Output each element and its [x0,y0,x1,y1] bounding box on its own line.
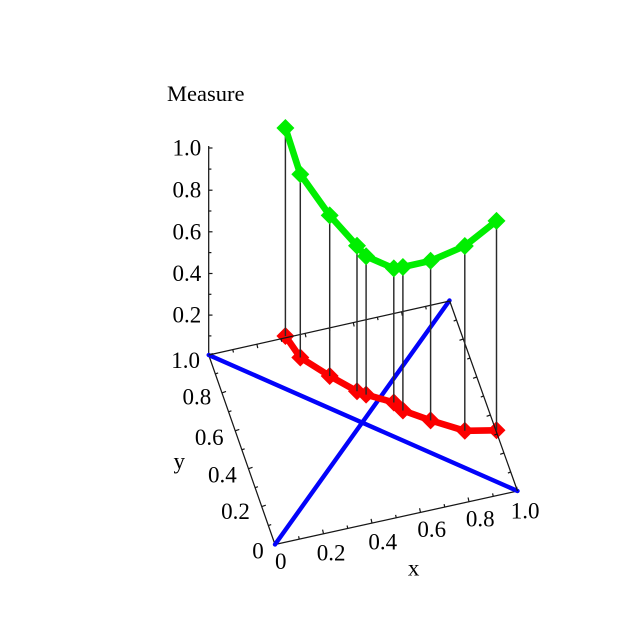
svg-text:0.8: 0.8 [183,385,212,410]
svg-text:1.0: 1.0 [171,348,200,373]
svg-text:0.4: 0.4 [173,261,202,286]
svg-text:0: 0 [252,538,264,563]
svg-text:0: 0 [275,549,287,574]
svg-text:0.2: 0.2 [317,540,346,565]
svg-text:y: y [174,449,186,474]
svg-text:Measure: Measure [167,81,244,106]
svg-text:x: x [408,556,420,581]
svg-text:0.8: 0.8 [466,506,495,531]
svg-text:1.0: 1.0 [511,499,540,524]
svg-text:0.6: 0.6 [195,425,224,450]
svg-text:0.2: 0.2 [221,499,250,524]
svg-text:0.6: 0.6 [417,517,446,542]
svg-text:0.6: 0.6 [173,219,202,244]
svg-text:1.0: 1.0 [173,136,202,161]
svg-text:0.4: 0.4 [368,529,397,554]
svg-text:0.8: 0.8 [173,178,202,203]
svg-text:0.4: 0.4 [208,462,237,487]
svg-text:0.2: 0.2 [173,303,202,328]
